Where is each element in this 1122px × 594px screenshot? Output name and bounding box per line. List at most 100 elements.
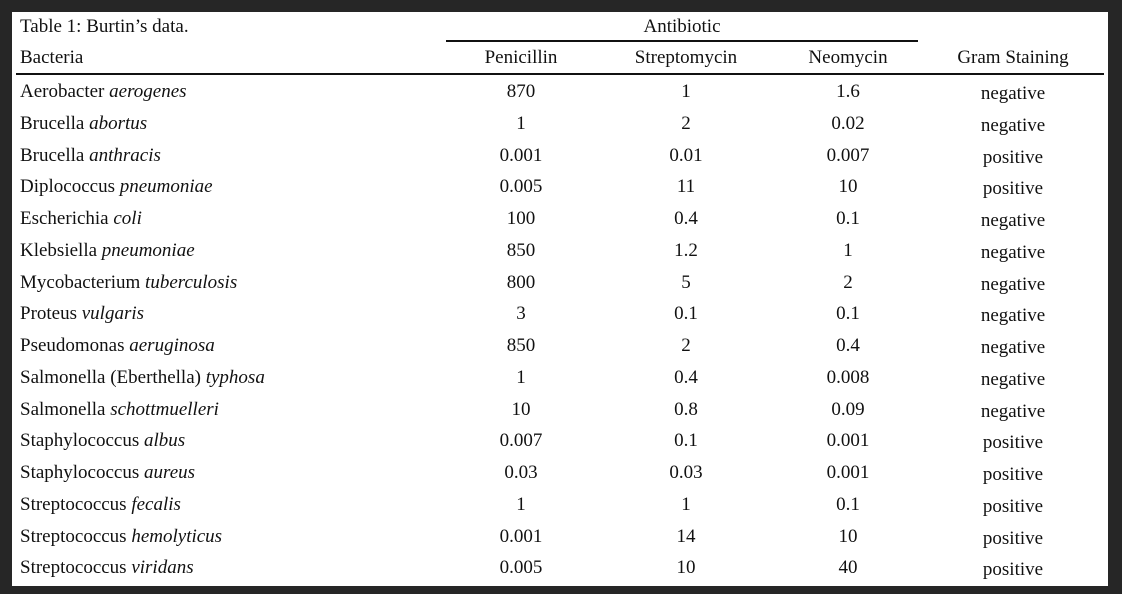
table-row: Mycobacterium tuberculosis 800 5 2 negative — [12, 267, 1108, 299]
neomycin-cell: 0.1 — [836, 208, 860, 229]
streptomycin-cell: 0.01 — [669, 144, 703, 166]
table-document: Table 1: Burtin’s data. Antibiotic Bacte… — [12, 12, 1108, 586]
genus-text: Brucella — [20, 144, 85, 166]
species-text: anthracis — [89, 144, 161, 166]
streptomycin-cell: 10 — [676, 557, 696, 579]
genus-text: Staphylococcus — [20, 462, 140, 483]
bacteria-name-cell: Brucella anthracis — [20, 140, 161, 171]
genus-text: Streptococcus — [20, 493, 127, 515]
penicillin-cell: 100 — [506, 208, 536, 229]
gram-staining-cell: positive — [982, 559, 1044, 581]
table-row: Escherichia coli 100 0.4 0.1 negative — [12, 203, 1108, 235]
table-row: Staphylococcus aureus 0.03 0.03 0.001 positi… — [12, 457, 1108, 489]
genus-text: Salmonella — [20, 398, 106, 420]
genus-text: Diplococcus — [20, 176, 115, 198]
penicillin-cell: 0.005 — [499, 176, 543, 198]
header-penicillin: Penicillin — [484, 47, 558, 68]
penicillin-cell: 1 — [516, 493, 526, 515]
streptomycin-cell: 1 — [681, 81, 691, 102]
gram-staining-cell: negative — [980, 210, 1046, 231]
genus-text: Pseudomonas — [20, 335, 125, 356]
bacteria-name-cell: Escherichia coli — [20, 203, 142, 234]
table-row: Diplococcus pneumoniae 0.005 11 10 positive — [12, 171, 1108, 203]
genus-text: Staphylococcus — [20, 430, 140, 452]
penicillin-cell: 800 — [506, 271, 536, 293]
species-text: coli — [113, 208, 142, 229]
species-text: pneumoniae — [119, 176, 213, 198]
bacteria-name-cell: Staphylococcus albus — [20, 425, 185, 456]
species-text: hemolyticus — [131, 525, 223, 547]
neomycin-cell: 10 — [838, 525, 858, 547]
penicillin-cell: 0.007 — [499, 430, 543, 452]
table-row: Salmonella schottmuelleri 10 0.8 0.09 negati… — [12, 394, 1108, 426]
penicillin-cell: 0.03 — [504, 462, 538, 483]
species-text: abortus — [89, 112, 148, 134]
header-streptomycin: Streptomycin — [634, 47, 738, 68]
neomycin-cell: 1 — [843, 239, 853, 261]
bacteria-name-cell: Salmonella (Eberthella) typhosa — [20, 362, 265, 393]
genus-text: Streptococcus — [20, 557, 127, 579]
neomycin-cell: 0.001 — [826, 430, 870, 452]
table-row: Streptococcus hemolyticus 0.001 14 10 positi… — [12, 521, 1108, 553]
species-text: fecalis — [131, 493, 181, 515]
gram-staining-cell: negative — [980, 400, 1046, 422]
bacteria-name-cell: Streptococcus hemolyticus — [20, 521, 222, 552]
table-header-row: Bacteria Penicillin Streptomycin Neomyci… — [12, 46, 1108, 72]
neomycin-cell: 0.1 — [836, 493, 860, 515]
species-text: typhosa — [205, 366, 265, 388]
species-text: viridans — [131, 557, 194, 579]
genus-text: Klebsiella — [20, 239, 98, 261]
bacteria-name-cell: Aerobacter aerogenes — [20, 76, 187, 107]
streptomycin-cell: 5 — [681, 271, 691, 293]
bacteria-name-cell: Streptococcus fecalis — [20, 489, 181, 520]
table-row: Pseudomonas aeruginosa 850 2 0.4 negative — [12, 330, 1108, 362]
streptomycin-cell: 2 — [681, 112, 691, 134]
penicillin-cell: 850 — [506, 335, 536, 356]
group-header-rule — [446, 40, 918, 42]
gram-staining-cell: negative — [980, 305, 1046, 327]
table-row: Salmonella (Eberthella) typhosa 1 0.4 0.008… — [12, 362, 1108, 394]
genus-text: Salmonella (Eberthella) — [20, 366, 201, 388]
streptomycin-cell: 1 — [681, 493, 691, 515]
table-row: Proteus vulgaris 3 0.1 0.1 negative — [12, 298, 1108, 330]
penicillin-cell: 870 — [506, 81, 536, 102]
gram-staining-cell: positive — [982, 464, 1044, 485]
header-gram-staining: Gram Staining — [957, 47, 1069, 68]
streptomycin-cell: 0.4 — [674, 366, 698, 388]
penicillin-cell: 850 — [506, 239, 536, 261]
gram-staining-cell: negative — [980, 114, 1046, 136]
table-row: Brucella anthracis 0.001 0.01 0.007 positive — [12, 140, 1108, 172]
table-row: Streptococcus fecalis 1 1 0.1 positive — [12, 489, 1108, 521]
neomycin-cell: 2 — [843, 271, 853, 293]
antibiotic-group-header: Antibiotic — [643, 16, 721, 37]
penicillin-cell: 0.005 — [499, 557, 543, 579]
species-text: vulgaris — [81, 303, 145, 325]
gram-staining-cell: negative — [980, 273, 1046, 295]
genus-text: Streptococcus — [20, 525, 127, 547]
neomycin-cell: 0.1 — [836, 303, 860, 325]
neomycin-cell: 10 — [838, 176, 858, 198]
species-text: aureus — [144, 462, 196, 483]
header-neomycin: Neomycin — [808, 47, 888, 68]
neomycin-cell: 0.09 — [831, 398, 865, 420]
streptomycin-cell: 0.1 — [674, 430, 698, 452]
bacteria-name-cell: Salmonella schottmuelleri — [20, 394, 219, 425]
penicillin-cell: 10 — [511, 398, 531, 420]
gram-staining-cell: positive — [982, 527, 1044, 549]
gram-staining-cell: negative — [980, 368, 1046, 390]
genus-text: Brucella — [20, 112, 85, 134]
species-text: tuberculosis — [145, 271, 238, 293]
table-row: Streptococcus viridans 0.005 10 40 positive — [12, 552, 1108, 584]
penicillin-cell: 1 — [516, 112, 526, 134]
neomycin-cell: 0.02 — [831, 112, 865, 134]
neomycin-cell: 0.001 — [826, 462, 870, 483]
bacteria-name-cell: Streptococcus viridans — [20, 552, 194, 583]
penicillin-cell: 3 — [516, 303, 526, 325]
neomycin-cell: 0.4 — [836, 335, 860, 356]
gram-staining-cell: negative — [980, 83, 1046, 104]
penicillin-cell: 0.001 — [499, 525, 543, 547]
table-body: Aerobacter aerogenes 870 1 1.6 negative Bruce… — [12, 76, 1108, 584]
bacteria-name-cell: Brucella abortus — [20, 108, 147, 139]
table-caption: Table 1: Burtin’s data. — [20, 16, 189, 37]
streptomycin-cell: 2 — [681, 335, 691, 356]
